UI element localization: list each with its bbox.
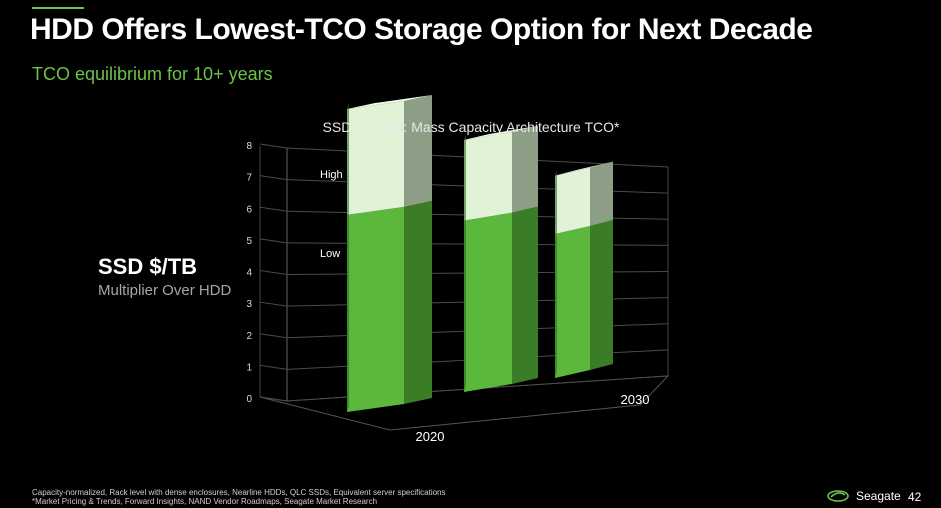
bar-high-side [404,95,432,207]
y-axis-label: SSD $/TB [98,254,198,279]
bar-high-side [512,125,538,213]
gridline-side [259,396,288,402]
bar-low-side [512,206,538,384]
seagate-logo-icon [827,490,849,502]
bar-low-front [555,225,590,378]
y-tick-label: 4 [246,268,252,279]
slide-title: HDD Offers Lowest-TCO Storage Option for… [30,13,813,46]
footnote-line-1: Capacity-normalized, Rack level with den… [32,488,446,497]
y-tick-label: 8 [246,141,252,152]
annotation-high: High [320,169,343,181]
gridline-side [259,238,288,244]
gridline-side [259,301,288,307]
gridline-side [259,175,288,181]
bar-top-cap [555,161,613,176]
x-tick-label: 2030 [621,392,650,407]
gridline-side [259,270,288,275]
x-tick-label: 2020 [416,429,445,444]
y-tick-label: 3 [246,299,252,310]
y-tick-label: 7 [246,173,252,184]
chart-title: SSD vs HDD: Mass Capacity Architecture T… [323,119,620,135]
bar-top-cap [347,95,432,110]
bar-high-front [347,101,404,215]
y-tick-label: 5 [246,236,252,247]
bar-high-front [555,167,590,234]
gridline-side [259,206,288,212]
title-accent-line [32,7,84,9]
bar-left-shade [555,169,557,378]
bar-low-front [464,212,512,392]
footnote-line-2: *Market Pricing & Trends, Forward Insigh… [32,497,378,506]
footnote: Capacity-normalized, Rack level with den… [32,488,446,506]
annotation-low: Low [320,248,340,260]
bar-left-shade [347,103,349,413]
bar-high-side [590,161,613,226]
y-tick-label: 2 [246,331,252,342]
gridline-side [259,333,288,339]
gridline-side [259,143,288,149]
brand-name: Seagate [856,489,901,503]
bar-low-side [590,219,613,370]
gridline-side [259,364,288,370]
bar-low-side [404,200,432,404]
y-tick-label: 0 [246,394,252,405]
y-axis-sublabel: Multiplier Over HDD [98,282,232,299]
brand-logo: Seagate [826,486,901,506]
bar-high-front [464,131,512,221]
bar-top-cap [464,125,538,140]
bar-low-front [347,206,404,412]
slide-subtitle: TCO equilibrium for 10+ years [32,64,273,84]
bar-left-shade [464,133,466,392]
y-tick-label: 6 [246,204,252,215]
page-number: 42 [908,490,922,504]
y-tick-label: 1 [246,362,252,373]
